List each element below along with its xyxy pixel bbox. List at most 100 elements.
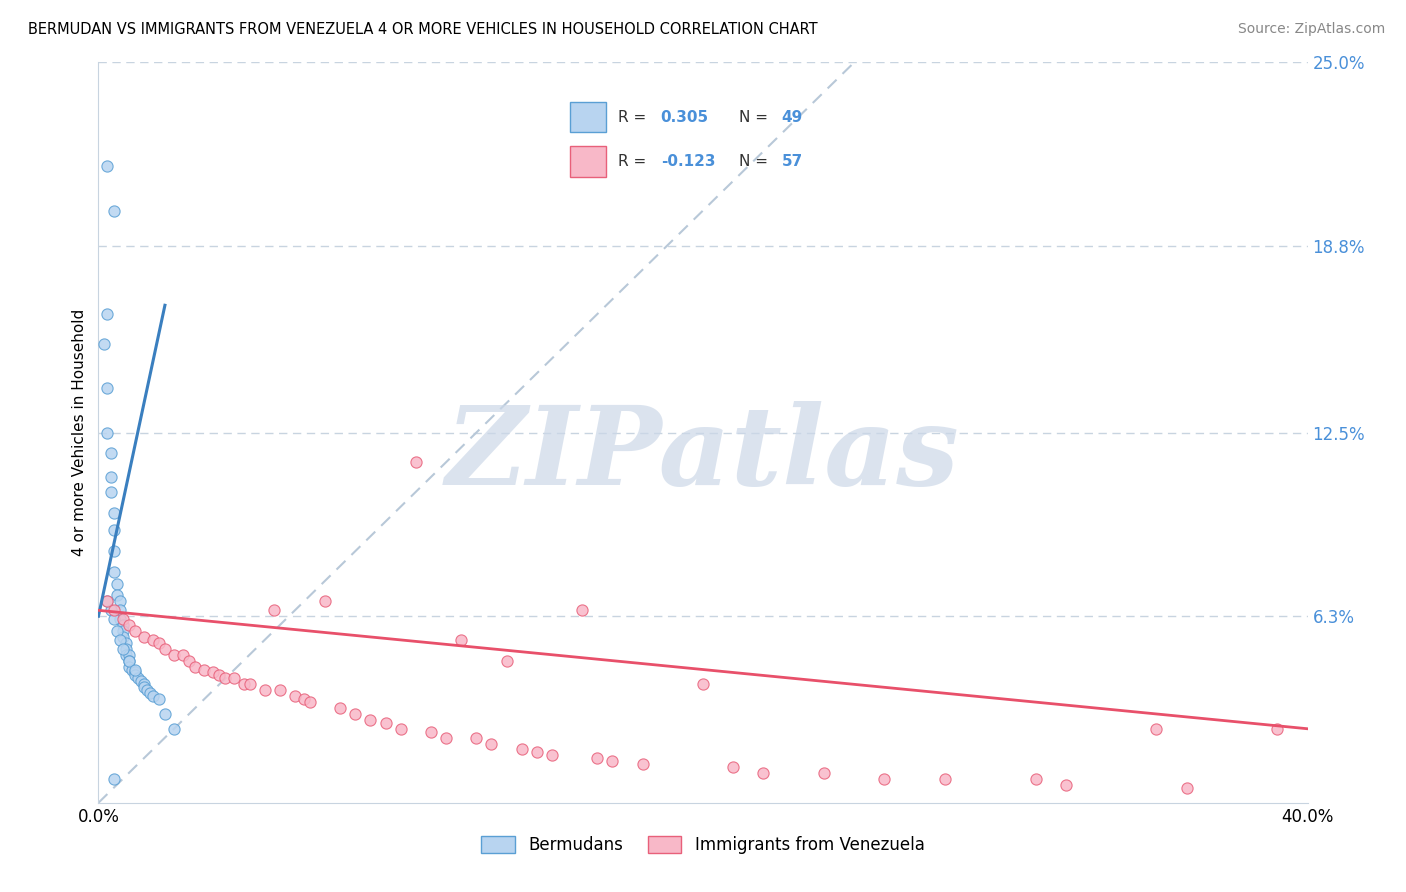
Point — [96, 425, 118, 440]
Y-axis label: 4 or more Vehicles in Household: 4 or more Vehicles in Household — [72, 309, 87, 557]
Point — [118, 648, 141, 662]
Point — [111, 624, 134, 638]
Point — [127, 672, 149, 686]
Point — [118, 654, 141, 668]
Point — [723, 760, 745, 774]
Point — [752, 766, 775, 780]
Point — [111, 641, 134, 656]
Point — [1024, 772, 1046, 786]
Point — [114, 641, 136, 656]
Point — [374, 715, 396, 730]
Point — [103, 506, 125, 520]
Point — [481, 737, 503, 751]
Point — [1144, 722, 1167, 736]
Point — [602, 755, 624, 769]
Point — [118, 654, 141, 668]
Point — [813, 766, 835, 780]
Point — [329, 701, 352, 715]
Point — [132, 677, 155, 691]
Point — [1267, 722, 1289, 736]
Point — [1175, 780, 1198, 795]
Text: BERMUDAN VS IMMIGRANTS FROM VENEZUELA 4 OR MORE VEHICLES IN HOUSEHOLD CORRELATIO: BERMUDAN VS IMMIGRANTS FROM VENEZUELA 4 … — [28, 22, 818, 37]
Point — [465, 731, 488, 745]
Point — [105, 576, 128, 591]
Point — [142, 689, 165, 703]
Point — [153, 641, 176, 656]
Legend: Bermudans, Immigrants from Venezuela: Bermudans, Immigrants from Venezuela — [475, 830, 931, 861]
Point — [96, 594, 118, 608]
Point — [1054, 778, 1077, 792]
Point — [172, 648, 194, 662]
Point — [208, 668, 231, 682]
Point — [179, 654, 201, 668]
Point — [263, 603, 285, 617]
Point — [360, 713, 382, 727]
Point — [108, 594, 131, 608]
Point — [100, 446, 122, 460]
Point — [692, 677, 714, 691]
Point — [114, 636, 136, 650]
Point — [586, 751, 609, 765]
Point — [124, 668, 146, 682]
Point — [450, 632, 472, 647]
Point — [96, 307, 118, 321]
Point — [103, 544, 125, 558]
Point — [153, 706, 176, 721]
Text: Source: ZipAtlas.com: Source: ZipAtlas.com — [1237, 22, 1385, 37]
Point — [495, 654, 517, 668]
Point — [526, 746, 548, 760]
Point — [571, 603, 593, 617]
Point — [299, 695, 322, 709]
Point — [253, 683, 276, 698]
Point — [269, 683, 291, 698]
Point — [934, 772, 956, 786]
Point — [105, 624, 128, 638]
Point — [142, 632, 165, 647]
Point — [135, 683, 157, 698]
Point — [111, 612, 134, 626]
Point — [114, 648, 136, 662]
Point — [132, 681, 155, 695]
Point — [873, 772, 896, 786]
Point — [224, 672, 246, 686]
Point — [163, 648, 186, 662]
Point — [129, 674, 152, 689]
Point — [510, 742, 533, 756]
Point — [239, 677, 262, 691]
Point — [103, 772, 125, 786]
Point — [100, 484, 122, 499]
Point — [284, 689, 307, 703]
Point — [96, 594, 118, 608]
Point — [118, 659, 141, 673]
Point — [93, 336, 115, 351]
Point — [124, 665, 146, 680]
Point — [434, 731, 457, 745]
Point — [163, 722, 186, 736]
Point — [111, 618, 134, 632]
Point — [124, 663, 146, 677]
Point — [100, 470, 122, 484]
Point — [96, 159, 118, 173]
Text: ZIPatlas: ZIPatlas — [446, 401, 960, 508]
Point — [103, 203, 125, 218]
Point — [100, 603, 122, 617]
Point — [124, 624, 146, 638]
Point — [193, 663, 215, 677]
Point — [96, 381, 118, 395]
Point — [121, 663, 143, 677]
Point — [314, 594, 336, 608]
Point — [420, 724, 443, 739]
Point — [292, 692, 315, 706]
Point — [103, 565, 125, 579]
Point — [139, 686, 162, 700]
Point — [631, 757, 654, 772]
Point — [111, 630, 134, 644]
Point — [103, 524, 125, 538]
Point — [132, 630, 155, 644]
Point — [405, 455, 427, 469]
Point — [344, 706, 367, 721]
Point — [232, 677, 254, 691]
Point — [184, 659, 207, 673]
Point — [108, 612, 131, 626]
Point — [148, 692, 170, 706]
